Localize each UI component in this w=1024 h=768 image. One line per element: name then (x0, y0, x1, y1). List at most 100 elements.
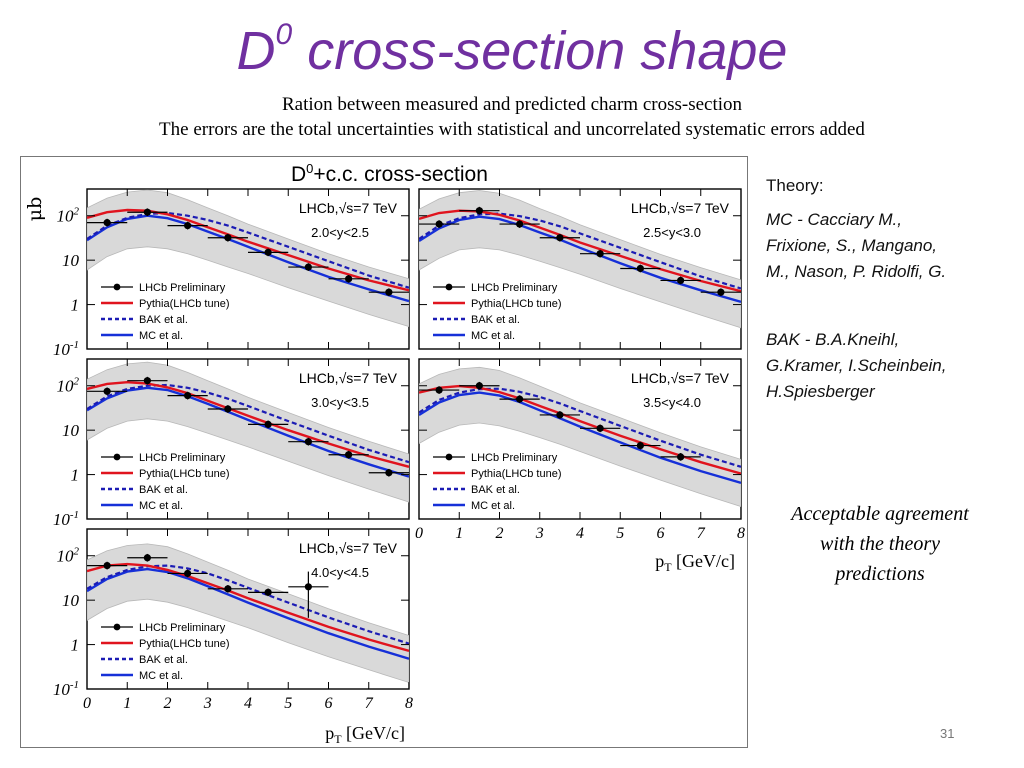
y-tick-label: 1 (71, 296, 80, 315)
xlabel-sub: T (334, 732, 342, 746)
legend-label: MC et al. (471, 500, 515, 512)
uncertainty-band (419, 366, 741, 508)
y-tick-base: 10 (53, 510, 71, 529)
y-tick-base: 1 (71, 466, 80, 485)
conclusion-line-2: with the theory (820, 533, 940, 555)
legend-marker (113, 623, 121, 631)
sqrt-symbol: √ (671, 370, 679, 386)
data-point (304, 263, 312, 271)
pythia-curve (87, 208, 409, 292)
experiment-name: LHCb, (631, 200, 671, 216)
legend-label: MC et al. (139, 500, 183, 512)
sqrt-symbol: √ (339, 540, 347, 556)
figure-title-base: D (291, 163, 306, 186)
sqrt-symbol: √ (339, 200, 347, 216)
x-tick-label: 5 (284, 695, 292, 712)
pythia-curve (87, 380, 409, 468)
x-tick-label-right: 0 (415, 525, 423, 542)
xlabel-main: p (655, 551, 664, 571)
data-point (304, 438, 312, 446)
legend-label: BAK et al. (471, 484, 520, 496)
title-superscript: 0 (275, 18, 293, 51)
x-tick-label-right: 7 (697, 525, 706, 542)
rapidity-label: 2.0<y<2.5 (311, 225, 369, 240)
rapidity-label: 3.5<y<4.0 (643, 395, 701, 410)
xlabel-sub: T (664, 560, 672, 574)
conclusion-line-1: Acceptable agreement (791, 503, 969, 525)
rapidity-label: 3.0<y<3.5 (311, 395, 369, 410)
theory-bak-line-1: BAK - B.A.Kneihl, (766, 330, 900, 349)
y-tick-exp: -1 (70, 339, 79, 351)
data-point (143, 208, 151, 216)
data-point (516, 220, 524, 228)
data-point (224, 585, 232, 593)
subtitle-line-2: The errors are the total uncertainties w… (159, 119, 865, 140)
y-tick-exp: -1 (70, 509, 79, 521)
legend-label: BAK et al. (139, 484, 188, 496)
data-point (345, 275, 353, 283)
legend-marker (445, 283, 453, 291)
experiment-name: LHCb, (299, 200, 339, 216)
figure-title: D0+c.c. cross-section (291, 161, 488, 186)
panel-content (87, 189, 409, 328)
mc-curve (87, 567, 409, 660)
legend-label: LHCb Preliminary (471, 282, 558, 294)
data-point (596, 250, 604, 258)
x-tick-label-right: 1 (455, 525, 463, 542)
theory-mc-line-1: MC - Cacciary M., (766, 210, 902, 229)
uncertainty-band (87, 361, 409, 503)
data-point (717, 288, 725, 296)
data-point (345, 451, 353, 459)
x-tick-label: 6 (325, 695, 333, 712)
data-point (103, 387, 111, 395)
panel-2: LHCb,√s=7 TeV 2.5<y<3.0 LHCb Preliminary Py… (418, 188, 742, 350)
xlabel-rest: [GeV/c] (342, 723, 405, 743)
pythia-curve (87, 562, 409, 653)
legend-label: LHCb Preliminary (139, 452, 226, 464)
theory-bak-line-3: H.Spiesberger (766, 382, 875, 401)
legend-label: Pythia(LHCb tune) (471, 468, 562, 480)
x-tick-label: 1 (123, 695, 131, 712)
figure-title-sup: 0 (306, 161, 313, 176)
data-point (143, 554, 151, 562)
panel-content (419, 190, 741, 329)
legend-label: BAK et al. (139, 314, 188, 326)
data-point (475, 207, 483, 215)
theory-heading: Theory: (766, 176, 824, 195)
y-tick-base: 1 (71, 296, 80, 315)
x-axis-label-right: pT [GeV/c] (655, 551, 735, 574)
y-tick-base: 10 (57, 207, 75, 226)
y-tick-label: 1 (71, 636, 80, 655)
y-tick-label: 10-1 (53, 339, 79, 359)
data-point (636, 441, 644, 450)
legend-label: Pythia(LHCb tune) (139, 638, 230, 650)
y-tick-label: 10 (62, 421, 80, 440)
legend-label: LHCb Preliminary (139, 282, 226, 294)
legend-label: BAK et al. (471, 314, 520, 326)
legend-label: Pythia(LHCb tune) (139, 468, 230, 480)
data-point (556, 234, 564, 242)
x-tick-label: 0 (83, 695, 91, 712)
experiment-label: LHCb,√s=7 TeV (299, 370, 398, 386)
conclusion-text: Acceptable agreement with the theory pre… (752, 499, 1008, 589)
rapidity-label: 4.0<y<4.5 (311, 565, 369, 580)
data-point (385, 469, 393, 477)
data-point (184, 569, 192, 578)
title-rest: cross-section shape (292, 21, 788, 81)
y-tick-base: 10 (53, 680, 71, 699)
x-tick-label: 4 (244, 695, 252, 712)
experiment-label: LHCb,√s=7 TeV (631, 370, 730, 386)
y-tick-label: 10 (62, 591, 80, 610)
page-number: 31 (940, 726, 955, 741)
experiment-label: LHCb,√s=7 TeV (631, 200, 730, 216)
y-tick-exp: -1 (70, 679, 79, 691)
legend-marker (113, 283, 121, 291)
data-point (556, 411, 564, 419)
xlabel-main: p (325, 723, 334, 743)
y-tick-base: 10 (62, 591, 80, 610)
y-tick-label: 1 (71, 466, 80, 485)
panel-content (419, 366, 741, 508)
y-tick-label: 10-1 (53, 679, 79, 699)
data-point (385, 288, 393, 296)
